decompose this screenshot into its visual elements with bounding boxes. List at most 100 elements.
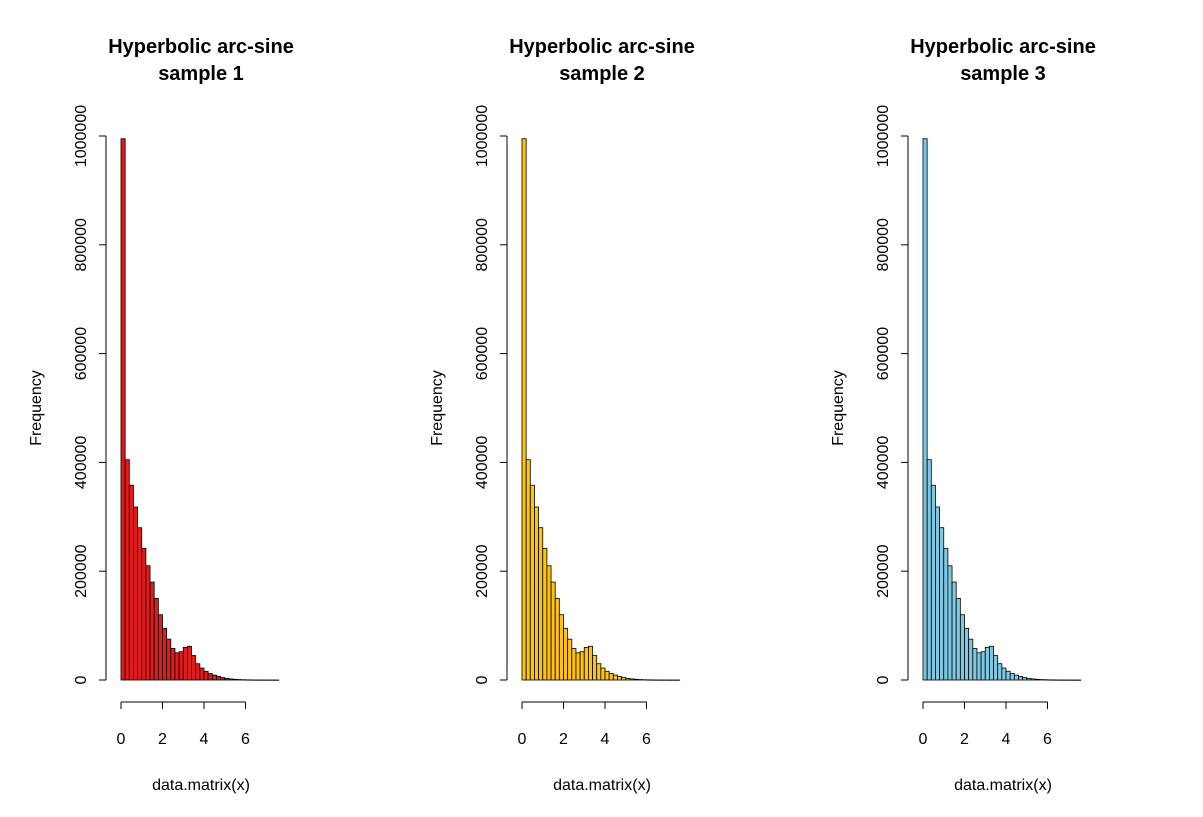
histogram-bar	[1026, 677, 1032, 681]
histogram-bar	[558, 614, 564, 681]
histogram-bar	[588, 645, 593, 681]
chart-title-line1: Hyperbolic arc-sine	[108, 36, 294, 58]
x-tick-label: 0	[518, 731, 527, 748]
histogram-bar	[1018, 676, 1024, 681]
histogram-bar	[1030, 678, 1036, 681]
histogram-bar	[153, 598, 159, 681]
histogram-bar	[228, 678, 234, 681]
histogram-bar	[922, 138, 928, 681]
histogram-bar	[128, 484, 134, 681]
histogram-bar	[989, 645, 994, 681]
histogram-bar	[984, 646, 990, 681]
y-tick-label: 200000	[875, 544, 892, 597]
histogram-bar	[592, 655, 598, 681]
histogram-bar	[930, 484, 936, 681]
y-tick-label: 1000000	[474, 105, 491, 167]
histogram-bar	[120, 138, 126, 681]
histogram-bar	[939, 527, 945, 681]
histogram-bar	[149, 581, 155, 681]
y-tick-label: 0	[73, 675, 90, 684]
histogram-bar	[997, 663, 1003, 681]
histogram-panel-3: Hyperbolic arc-sine sample 3 0 200000 400000…	[830, 36, 1096, 794]
histogram-bar	[955, 598, 961, 681]
histogram-bar	[980, 651, 986, 681]
histogram-bar	[207, 673, 213, 681]
histogram-bar	[521, 138, 527, 681]
chart-title-line1: Hyperbolic arc-sine	[910, 36, 1096, 58]
y-tick-label: 0	[474, 675, 491, 684]
histogram-bar	[583, 646, 589, 681]
histogram-bar	[1013, 674, 1019, 681]
histogram-bar	[625, 677, 631, 681]
histogram-bar	[926, 459, 932, 681]
histogram-bar	[542, 547, 548, 681]
x-tick-label: 4	[601, 731, 610, 748]
chart-title-line1: Hyperbolic arc-sine	[509, 36, 695, 58]
y-axis-title: Frequency	[28, 370, 45, 446]
histogram-bar	[617, 676, 623, 681]
histogram-bar	[145, 565, 151, 681]
x-axis-title: data.matrix(x)	[152, 777, 250, 794]
histogram-bar	[1022, 677, 1028, 681]
histogram-panel-2: Hyperbolic arc-sine sample 2 0 200000 400000…	[429, 36, 695, 794]
histogram-bar	[993, 655, 999, 681]
y-tick-label: 1000000	[73, 105, 90, 167]
histogram-bar	[633, 678, 639, 681]
histogram-bar	[604, 670, 610, 681]
histogram-bar	[968, 638, 974, 681]
y-tick-label: 400000	[73, 436, 90, 489]
histogram-bar	[600, 667, 606, 681]
histogram-bar	[550, 581, 556, 681]
y-tick-label: 800000	[474, 218, 491, 271]
histogram-bar	[141, 547, 147, 681]
x-axis-title: data.matrix(x)	[954, 777, 1052, 794]
histogram-bar	[1001, 667, 1007, 681]
histogram-bar	[972, 648, 978, 681]
histogram-bar	[157, 614, 163, 681]
x-tick-label: 2	[960, 731, 969, 748]
histogram-bar	[534, 506, 540, 681]
y-tick-label: 800000	[875, 218, 892, 271]
chart-title-line2: sample 1	[158, 63, 244, 85]
x-tick-label: 4	[200, 731, 209, 748]
histogram-bar	[567, 638, 573, 681]
histogram-bar	[575, 652, 581, 681]
histogram-bar	[199, 667, 205, 681]
histogram-bar	[232, 678, 238, 681]
x-tick-label: 2	[158, 731, 167, 748]
y-tick-label: 200000	[73, 544, 90, 597]
histogram-bar	[951, 581, 957, 681]
histogram-bar	[538, 527, 544, 681]
histogram-bar	[621, 677, 627, 681]
histogram-bar	[554, 598, 560, 681]
x-tick-label: 6	[241, 731, 250, 748]
histogram-panel-1: Hyperbolic arc-sine sample 1 0 200000 400000…	[28, 36, 294, 794]
histogram-bar	[186, 645, 192, 681]
y-axis-title: Frequency	[830, 370, 847, 446]
histogram-bar	[124, 459, 130, 681]
histogram-bar	[612, 674, 618, 681]
histogram-bar	[959, 614, 965, 681]
y-tick-label: 800000	[73, 218, 90, 271]
histogram-bar	[935, 506, 941, 681]
histogram-bar	[579, 651, 585, 681]
histogram-bar	[947, 565, 953, 681]
histogram-bar	[629, 678, 635, 681]
histogram-bar	[964, 627, 970, 681]
histogram-bar	[563, 627, 569, 681]
y-tick-label: 0	[875, 675, 892, 684]
histogram-bar	[133, 506, 138, 681]
histogram-bar	[1005, 670, 1011, 681]
histogram-bar	[525, 459, 531, 681]
histogram-bar	[608, 673, 614, 681]
histogram-bar	[1034, 678, 1040, 681]
chart-title-line2: sample 3	[960, 63, 1046, 85]
histogram-bar	[546, 565, 552, 681]
histogram-bar	[203, 670, 209, 681]
histogram-bar	[571, 648, 577, 681]
histogram-bar	[596, 663, 602, 681]
x-tick-label: 6	[642, 731, 651, 748]
histogram-bar	[1009, 673, 1015, 681]
histogram-bar	[170, 648, 176, 681]
